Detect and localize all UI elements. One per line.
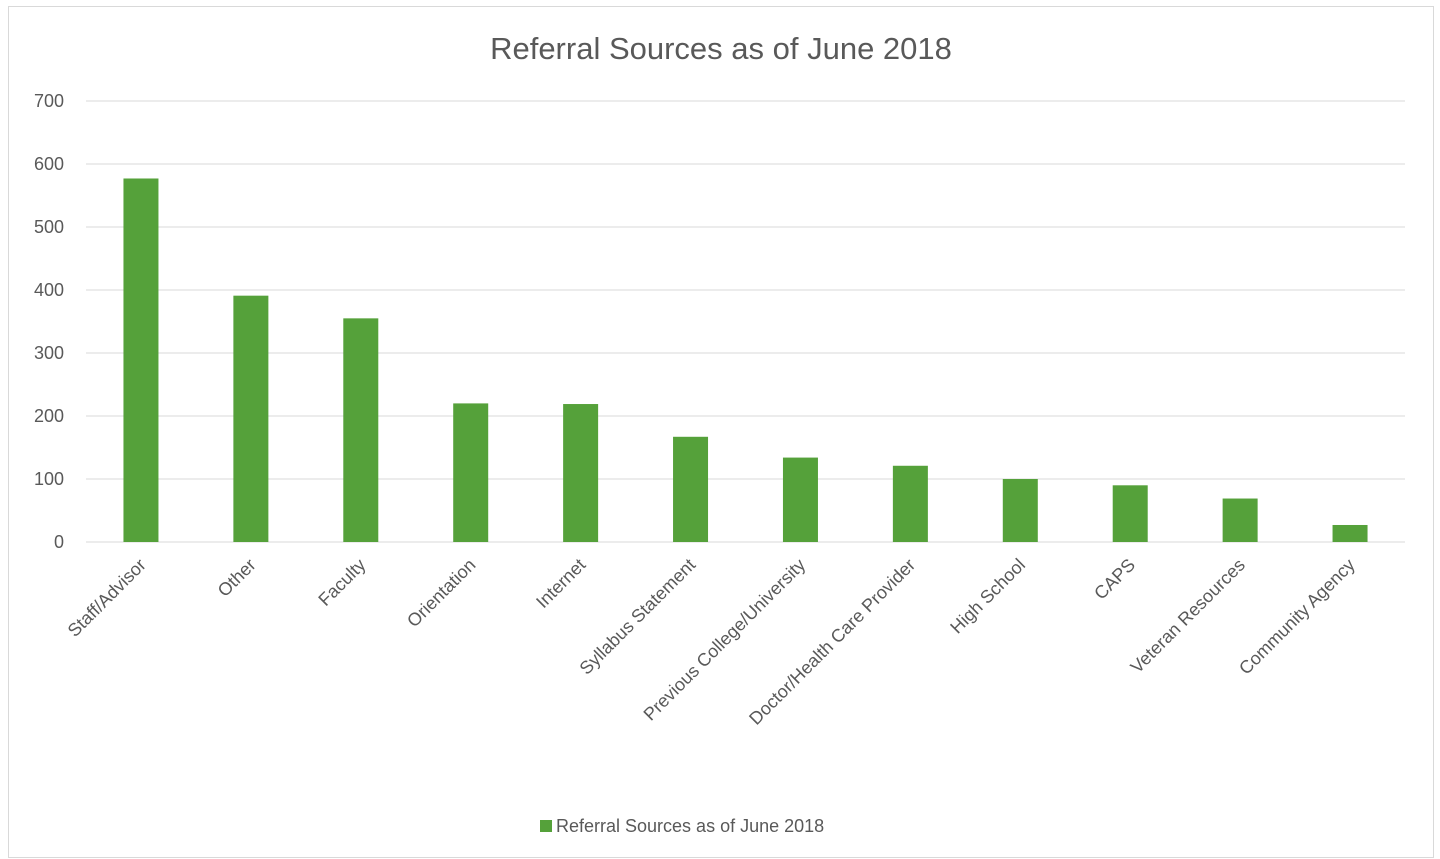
- x-category-label: Other: [214, 555, 260, 601]
- y-tick-label: 400: [34, 280, 64, 300]
- bar: [1222, 498, 1258, 542]
- y-axis-tick-labels: 0 100 200 300 400 500 600 700: [34, 91, 64, 552]
- x-category-label: Veteran Resources: [1127, 555, 1249, 677]
- x-category-label: CAPS: [1090, 555, 1139, 604]
- bar: [673, 436, 709, 542]
- y-tick-label: 600: [34, 154, 64, 174]
- x-category-label: Orientation: [403, 555, 479, 631]
- legend: Referral Sources as of June 2018: [540, 816, 824, 836]
- gridlines: [86, 100, 1405, 543]
- y-tick-label: 100: [34, 469, 64, 489]
- x-category-label: Syllabus Statement: [576, 555, 700, 679]
- legend-label: Referral Sources as of June 2018: [556, 816, 824, 836]
- x-axis-category-labels: Staff/Advisor Other Faculty Orientation Inte…: [64, 555, 1359, 729]
- x-category-label: Staff/Advisor: [64, 555, 150, 641]
- bar: [453, 403, 489, 542]
- bar: [233, 295, 269, 542]
- x-category-label: Community Agency: [1235, 555, 1359, 679]
- bar: [563, 404, 599, 542]
- y-tick-label: 300: [34, 343, 64, 363]
- bar: [1112, 485, 1148, 542]
- bars: [123, 178, 1368, 543]
- legend-swatch: [540, 820, 552, 832]
- x-category-label: High School: [946, 555, 1029, 638]
- bar: [1002, 479, 1038, 542]
- bar: [782, 457, 818, 542]
- bar: [343, 318, 379, 542]
- bar: [1332, 524, 1368, 542]
- y-tick-label: 500: [34, 217, 64, 237]
- y-tick-label: 200: [34, 406, 64, 426]
- chart-title: Referral Sources as of June 2018: [490, 31, 952, 66]
- x-category-label: Faculty: [314, 555, 369, 610]
- bar: [892, 465, 928, 542]
- y-tick-label: 700: [34, 91, 64, 111]
- bar: [123, 178, 159, 543]
- x-category-label: Internet: [532, 555, 589, 612]
- y-tick-label: 0: [54, 532, 64, 552]
